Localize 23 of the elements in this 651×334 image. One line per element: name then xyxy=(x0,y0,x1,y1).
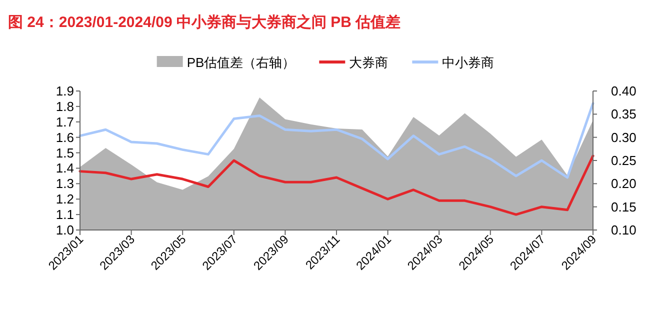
y2-tick-label: 0.15 xyxy=(611,199,636,214)
y2-tick-label: 0.25 xyxy=(611,153,636,168)
y-tick-label: 1.2 xyxy=(56,192,74,207)
y-tick-label: 1.3 xyxy=(56,176,74,192)
y-tick-label: 1.1 xyxy=(56,207,74,222)
y-tick-label: 1.4 xyxy=(56,160,74,176)
legend-label: PB估值差（右轴） xyxy=(186,55,296,70)
chart-title: 图 24：2023/01-2024/09 中小券商与大券商之间 PB 估值差 xyxy=(8,13,401,31)
y2-tick-label: 0.10 xyxy=(611,222,636,238)
y-tick-label: 1.8 xyxy=(56,98,74,114)
legend-label: 中小券商 xyxy=(442,55,494,70)
y-tick-label: 1.5 xyxy=(56,145,74,160)
line-series xyxy=(78,102,594,179)
y2-tick-label: 0.20 xyxy=(611,176,636,192)
legend-label: 大券商 xyxy=(349,55,388,70)
y2-tick-label: 0.35 xyxy=(611,106,636,122)
y2-tick-label: 0.30 xyxy=(611,130,636,145)
y-tick-label: 1.0 xyxy=(56,222,74,238)
y-tick-label: 1.9 xyxy=(56,84,74,98)
line-series xyxy=(78,154,594,216)
y-tick-label: 1.7 xyxy=(56,114,74,130)
y2-tick-label: 0.40 xyxy=(611,84,636,98)
y-tick-label: 1.6 xyxy=(56,130,74,145)
